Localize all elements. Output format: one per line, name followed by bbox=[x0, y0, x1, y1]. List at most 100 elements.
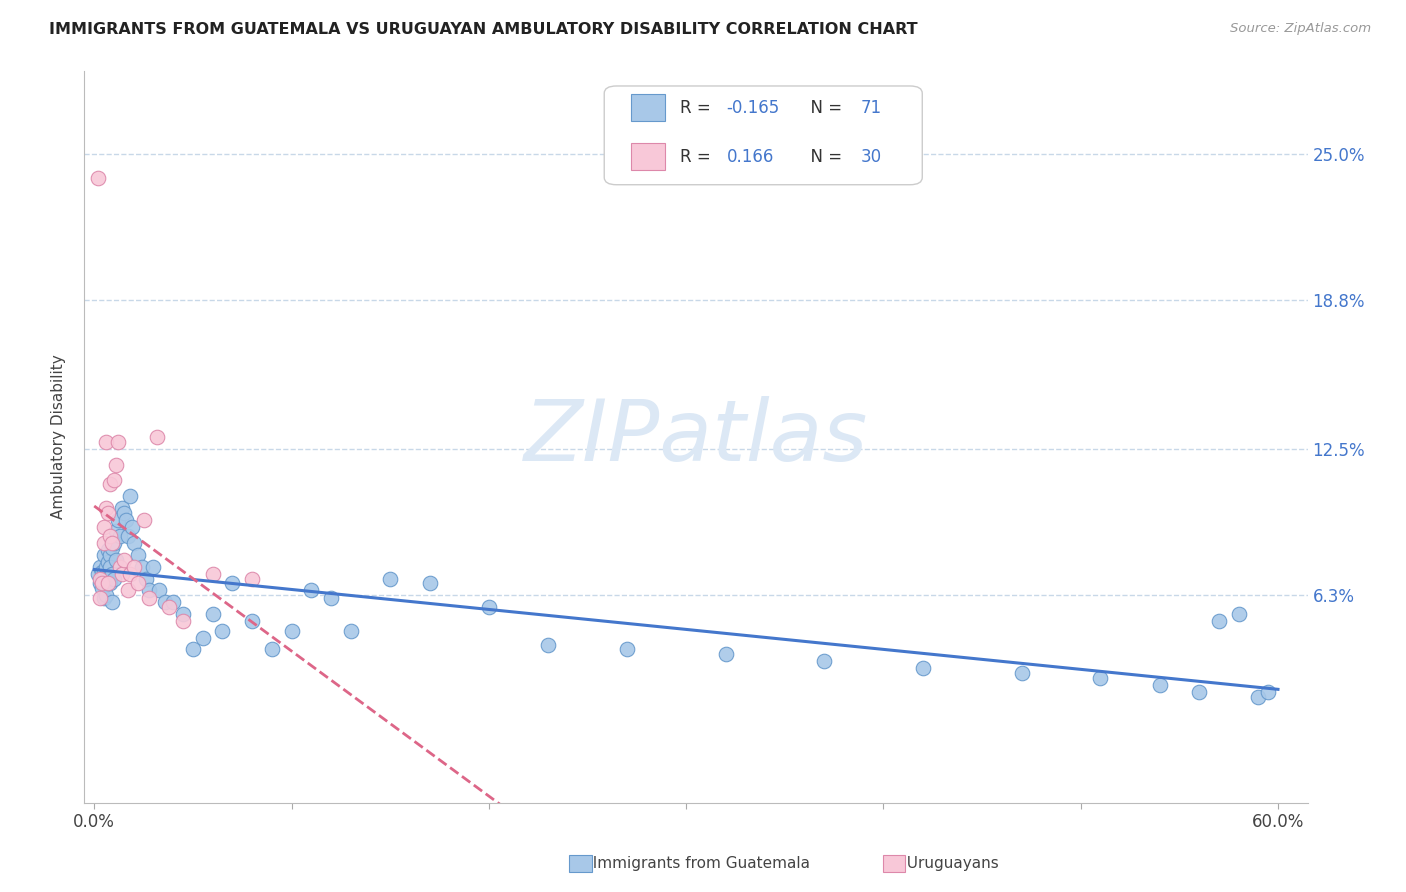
Point bbox=[112, 553, 135, 567]
Point bbox=[107, 434, 129, 449]
Point bbox=[148, 583, 170, 598]
Point bbox=[101, 566, 124, 581]
Point bbox=[419, 576, 441, 591]
Point bbox=[146, 430, 169, 444]
Point bbox=[911, 661, 934, 675]
Y-axis label: Ambulatory Disability: Ambulatory Disability bbox=[51, 355, 66, 519]
Point bbox=[162, 595, 184, 609]
Point bbox=[89, 591, 111, 605]
Point bbox=[87, 170, 110, 185]
Point bbox=[1208, 614, 1230, 628]
Point bbox=[380, 572, 402, 586]
Point bbox=[91, 581, 114, 595]
Point bbox=[813, 654, 835, 668]
Text: IMMIGRANTS FROM GUATEMALA VS URUGUAYAN AMBULATORY DISABILITY CORRELATION CHART: IMMIGRANTS FROM GUATEMALA VS URUGUAYAN A… bbox=[49, 22, 918, 37]
Text: 30: 30 bbox=[860, 148, 882, 166]
Point bbox=[240, 572, 263, 586]
Point bbox=[89, 572, 111, 586]
Point bbox=[221, 576, 243, 591]
Point bbox=[87, 566, 110, 581]
Point bbox=[138, 591, 160, 605]
Point bbox=[103, 473, 125, 487]
Point bbox=[135, 572, 157, 586]
Point bbox=[117, 529, 139, 543]
Point bbox=[98, 529, 121, 543]
Point bbox=[157, 599, 180, 614]
Point bbox=[191, 631, 214, 645]
Point bbox=[93, 520, 115, 534]
Point bbox=[98, 548, 121, 562]
Point bbox=[94, 572, 117, 586]
Point bbox=[122, 536, 145, 550]
Text: 0.166: 0.166 bbox=[727, 148, 773, 166]
Point bbox=[103, 536, 125, 550]
Text: Uruguayans: Uruguayans bbox=[897, 856, 998, 871]
FancyBboxPatch shape bbox=[605, 86, 922, 185]
Point bbox=[1149, 678, 1171, 692]
Point bbox=[121, 520, 143, 534]
Point bbox=[172, 614, 194, 628]
Point bbox=[211, 624, 233, 638]
Point bbox=[172, 607, 194, 621]
Point bbox=[89, 576, 111, 591]
Point bbox=[97, 576, 120, 591]
Point bbox=[98, 559, 121, 574]
Point bbox=[117, 583, 139, 598]
Point bbox=[94, 559, 117, 574]
Point bbox=[97, 543, 120, 558]
Text: R =: R = bbox=[681, 148, 716, 166]
Point bbox=[616, 642, 638, 657]
Point bbox=[98, 477, 121, 491]
Point bbox=[93, 591, 115, 605]
Point bbox=[104, 458, 127, 473]
Point bbox=[91, 572, 114, 586]
Point bbox=[127, 576, 149, 591]
Point bbox=[280, 624, 302, 638]
Point bbox=[104, 553, 127, 567]
Point bbox=[111, 566, 134, 581]
Point bbox=[93, 548, 115, 562]
Point bbox=[89, 559, 111, 574]
Point bbox=[122, 559, 145, 574]
Bar bbox=[631, 95, 665, 121]
Point bbox=[101, 541, 124, 555]
Text: Source: ZipAtlas.com: Source: ZipAtlas.com bbox=[1230, 22, 1371, 36]
Text: Immigrants from Guatemala: Immigrants from Guatemala bbox=[583, 856, 810, 871]
Point bbox=[201, 607, 224, 621]
Point bbox=[155, 595, 177, 609]
Bar bbox=[883, 855, 905, 872]
Point bbox=[118, 489, 141, 503]
Point bbox=[112, 506, 135, 520]
Point bbox=[108, 529, 131, 543]
Text: N =: N = bbox=[800, 148, 848, 166]
Point bbox=[319, 591, 342, 605]
Text: -0.165: -0.165 bbox=[727, 99, 780, 117]
Point bbox=[714, 647, 737, 661]
Point bbox=[93, 576, 115, 591]
Point bbox=[93, 565, 115, 579]
Text: 71: 71 bbox=[860, 99, 882, 117]
Point bbox=[114, 513, 136, 527]
Point bbox=[181, 642, 204, 657]
Point bbox=[93, 536, 115, 550]
Point bbox=[94, 434, 117, 449]
Point bbox=[1090, 671, 1112, 685]
Point bbox=[131, 559, 153, 574]
Text: ZIPatlas: ZIPatlas bbox=[524, 395, 868, 479]
Point bbox=[1257, 685, 1279, 699]
Point bbox=[240, 614, 263, 628]
Point bbox=[537, 638, 560, 652]
Bar bbox=[631, 144, 665, 170]
Point bbox=[1247, 690, 1270, 704]
Point bbox=[108, 559, 131, 574]
Point bbox=[1188, 685, 1211, 699]
Bar bbox=[569, 855, 592, 872]
Point bbox=[98, 576, 121, 591]
Point bbox=[94, 588, 117, 602]
Point bbox=[111, 500, 134, 515]
Point bbox=[339, 624, 361, 638]
Point bbox=[299, 583, 322, 598]
Point bbox=[132, 513, 155, 527]
Point bbox=[142, 559, 165, 574]
Point bbox=[107, 513, 129, 527]
